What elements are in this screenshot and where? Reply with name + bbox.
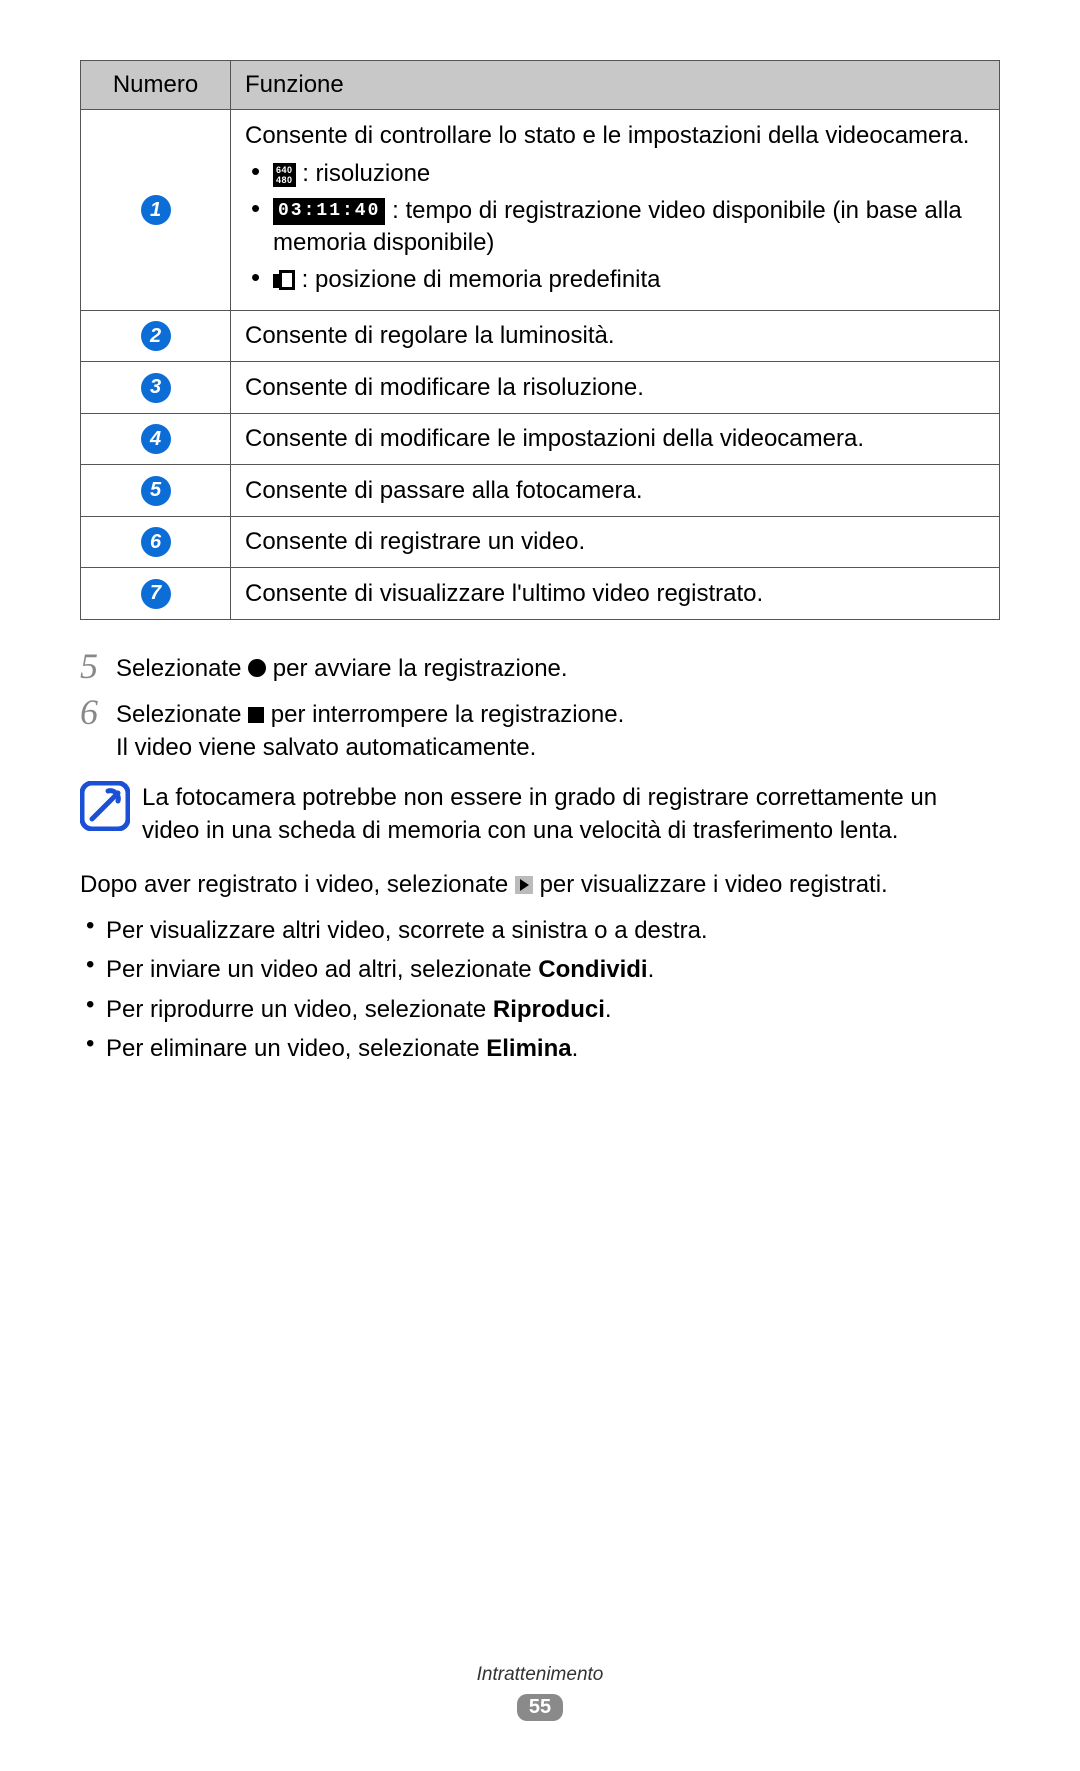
record-icon [248, 659, 266, 677]
table-row: 2 Consente di regolare la luminosità. [81, 310, 1000, 362]
note-text: La fotocamera potrebbe non essere in gra… [142, 781, 1000, 848]
page-footer: Intrattenimento 55 [0, 1664, 1080, 1721]
row-text: Consente di regolare la luminosità. [231, 310, 1000, 362]
post-record-text: Dopo aver registrato i video, selezionat… [80, 868, 1000, 902]
badge-icon: 7 [141, 579, 171, 609]
header-numero: Numero [81, 61, 231, 110]
step-number: 5 [80, 648, 116, 686]
table-row: 6 Consente di registrare un video. [81, 516, 1000, 568]
action-item: Per inviare un video ad altri, seleziona… [80, 953, 1000, 987]
header-funzione: Funzione [231, 61, 1000, 110]
storage-icon [273, 270, 295, 290]
footer-page-number: 55 [517, 1694, 563, 1721]
note-box: La fotocamera potrebbe non essere in gra… [80, 781, 1000, 848]
action-item: Per visualizzare altri video, scorrete a… [80, 914, 1000, 948]
row-text: Consente di visualizzare l'ultimo video … [231, 568, 1000, 620]
step-6-line2: Il video viene salvato automaticamente. [116, 731, 1000, 765]
action-item: Per eliminare un video, selezionate Elim… [80, 1032, 1000, 1066]
note-icon [80, 781, 130, 831]
badge-icon: 3 [141, 373, 171, 403]
action-item: Per riprodurre un video, selezionate Rip… [80, 993, 1000, 1027]
steps-list: 5 Selezionate per avviare la registrazio… [80, 648, 1000, 765]
badge-icon: 2 [141, 321, 171, 351]
table-row: 5 Consente di passare alla fotocamera. [81, 465, 1000, 517]
play-icon [515, 876, 533, 894]
row-text: Consente di registrare un video. [231, 516, 1000, 568]
step-5: 5 Selezionate per avviare la registrazio… [80, 648, 1000, 686]
table-row: 7 Consente di visualizzare l'ultimo vide… [81, 568, 1000, 620]
stop-icon [248, 707, 264, 723]
resolution-icon: 640480 [273, 163, 296, 187]
time-icon: 03:11:40 [273, 198, 385, 224]
badge-icon: 1 [141, 195, 171, 225]
badge-icon: 4 [141, 424, 171, 454]
badge-icon: 6 [141, 527, 171, 557]
table-row: 4 Consente di modificare le impostazioni… [81, 413, 1000, 465]
actions-list: Per visualizzare altri video, scorrete a… [80, 914, 1000, 1066]
row1-content: Consente di controllare lo stato e le im… [245, 120, 985, 296]
row-text: Consente di modificare le impostazioni d… [231, 413, 1000, 465]
badge-icon: 5 [141, 476, 171, 506]
row-text: Consente di modificare la risoluzione. [231, 362, 1000, 414]
table-row: 1 Consente di controllare lo stato e le … [81, 110, 1000, 311]
bullet-resolution: 640480 : risoluzione [245, 158, 985, 190]
bullet-storage: : posizione di memoria predefinita [245, 264, 985, 296]
function-table: Numero Funzione 1 Consente di controllar… [80, 60, 1000, 620]
row-text: Consente di passare alla fotocamera. [231, 465, 1000, 517]
step-number: 6 [80, 694, 116, 765]
footer-section-label: Intrattenimento [0, 1664, 1080, 1686]
row1-intro: Consente di controllare lo stato e le im… [245, 120, 985, 152]
step-6: 6 Selezionate per interrompere la regist… [80, 694, 1000, 765]
bullet-rectime: 03:11:40 : tempo di registrazione video … [245, 195, 985, 260]
table-row: 3 Consente di modificare la risoluzione. [81, 362, 1000, 414]
step-body: Selezionate per avviare la registrazione… [116, 648, 1000, 686]
step-body: Selezionate per interrompere la registra… [116, 694, 1000, 765]
